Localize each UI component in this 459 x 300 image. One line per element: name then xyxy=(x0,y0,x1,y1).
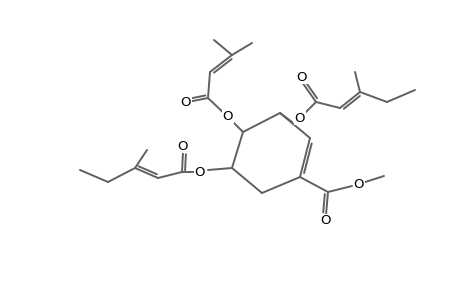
Text: O: O xyxy=(353,178,364,190)
Text: O: O xyxy=(320,214,330,227)
Text: O: O xyxy=(222,110,233,124)
Text: O: O xyxy=(180,95,191,109)
Text: O: O xyxy=(294,112,305,124)
Text: O: O xyxy=(194,166,205,178)
Text: O: O xyxy=(177,140,188,152)
Text: O: O xyxy=(296,70,307,83)
